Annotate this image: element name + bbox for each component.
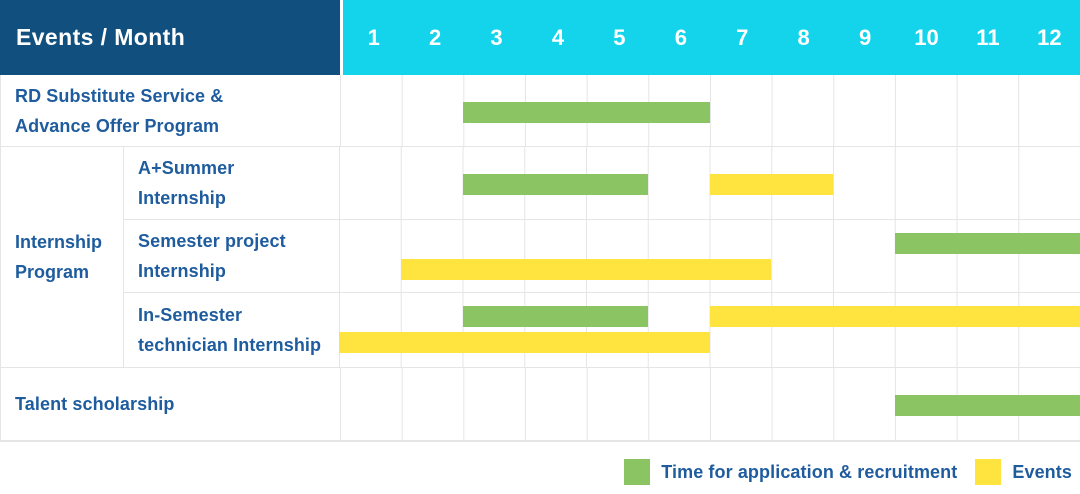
green-gantt-bar: [894, 233, 1080, 254]
month-label: 7: [736, 24, 749, 50]
green-legend-swatch: [624, 459, 651, 485]
row-label-talent-scholarship: Talent scholarship: [1, 368, 340, 440]
table-row: In-Semester technician Internship: [124, 293, 1080, 367]
row-label-line: RD Substitute Service &: [15, 85, 224, 106]
chart-cell-a-plus-summer: [339, 147, 1080, 219]
month-label: 9: [858, 24, 872, 50]
legend-item-application-recruitment: Time for application & recruitment: [624, 459, 957, 485]
month-label: 11: [976, 24, 1000, 50]
table-row: Talent scholarship: [1, 368, 1080, 441]
page-title: Events / Month: [16, 24, 186, 50]
row-label-line: Advance Offer Program: [15, 115, 220, 136]
legend-label: Time for application & recruitment: [661, 461, 958, 482]
month-label: 10: [914, 24, 939, 50]
internship-program-group: Internship Program A+Summer Internship S…: [1, 147, 1080, 368]
table-row: Semester project Internship: [124, 220, 1080, 293]
group-label-line: Program: [15, 262, 90, 282]
row-label-in-semester-technician: In-Semester technician Internship: [124, 293, 339, 367]
table-body: RD Substitute Service & Advance Offer Pr…: [0, 75, 1080, 442]
chart-cell-talent-scholarship: [340, 368, 1080, 440]
chart-cell-semester-project: [339, 220, 1080, 292]
yellow-gantt-bar: [400, 259, 772, 280]
month-label: 2: [429, 24, 442, 50]
chart-cell-in-semester-technician: [339, 293, 1080, 367]
legend: Time for application & recruitment Event…: [624, 459, 1072, 485]
internship-program-subrows: A+Summer Internship Semester project Int…: [124, 147, 1080, 367]
events-month-header-cell: Events / Month: [0, 0, 340, 75]
yellow-legend-swatch: [975, 459, 1002, 485]
green-gantt-bar: [463, 102, 710, 123]
legend-item-events: Events: [975, 459, 1072, 485]
row-label-line: Semester project: [138, 231, 286, 251]
row-label-line: technician Internship: [138, 335, 322, 355]
row-label-line: Internship: [138, 261, 227, 281]
row-label-line: Talent scholarship: [15, 394, 175, 414]
month-label: 3: [490, 24, 503, 50]
row-group-label-internship-program: Internship Program: [1, 147, 124, 367]
month-header-row: 1 2 3 4 5 6 7 8 9 10 11 12: [343, 0, 1080, 75]
table-row: RD Substitute Service & Advance Offer Pr…: [1, 75, 1080, 147]
yellow-gantt-bar: [709, 174, 833, 195]
row-label-semester-project: Semester project Internship: [124, 220, 339, 292]
header-divider: [340, 0, 343, 75]
yellow-gantt-bar: [709, 306, 1080, 327]
yellow-gantt-bar: [339, 332, 710, 353]
row-label-line: In-Semester: [138, 305, 243, 325]
group-label-line: Internship: [15, 232, 103, 252]
row-label-a-plus-summer: A+Summer Internship: [124, 147, 339, 219]
month-label: 6: [674, 24, 687, 50]
month-label: 4: [551, 24, 565, 50]
green-gantt-bar: [462, 306, 648, 327]
month-label: 8: [797, 24, 810, 50]
chart-cell-rd-substitute: [340, 75, 1080, 146]
row-label-rd-substitute: RD Substitute Service & Advance Offer Pr…: [1, 75, 340, 146]
month-label: 5: [613, 24, 626, 50]
green-gantt-bar: [895, 395, 1080, 416]
month-label: 12: [1037, 24, 1062, 50]
month-label: 1: [367, 24, 380, 50]
legend-label: Events: [1012, 461, 1072, 482]
green-gantt-bar: [462, 174, 648, 195]
table-header: Events / Month 1 2 3 4 5 6 7 8 9 10 11 12: [0, 0, 1080, 75]
row-label-line: Internship: [138, 188, 227, 208]
table-row: A+Summer Internship: [124, 147, 1080, 220]
row-label-line: A+Summer: [138, 158, 235, 178]
